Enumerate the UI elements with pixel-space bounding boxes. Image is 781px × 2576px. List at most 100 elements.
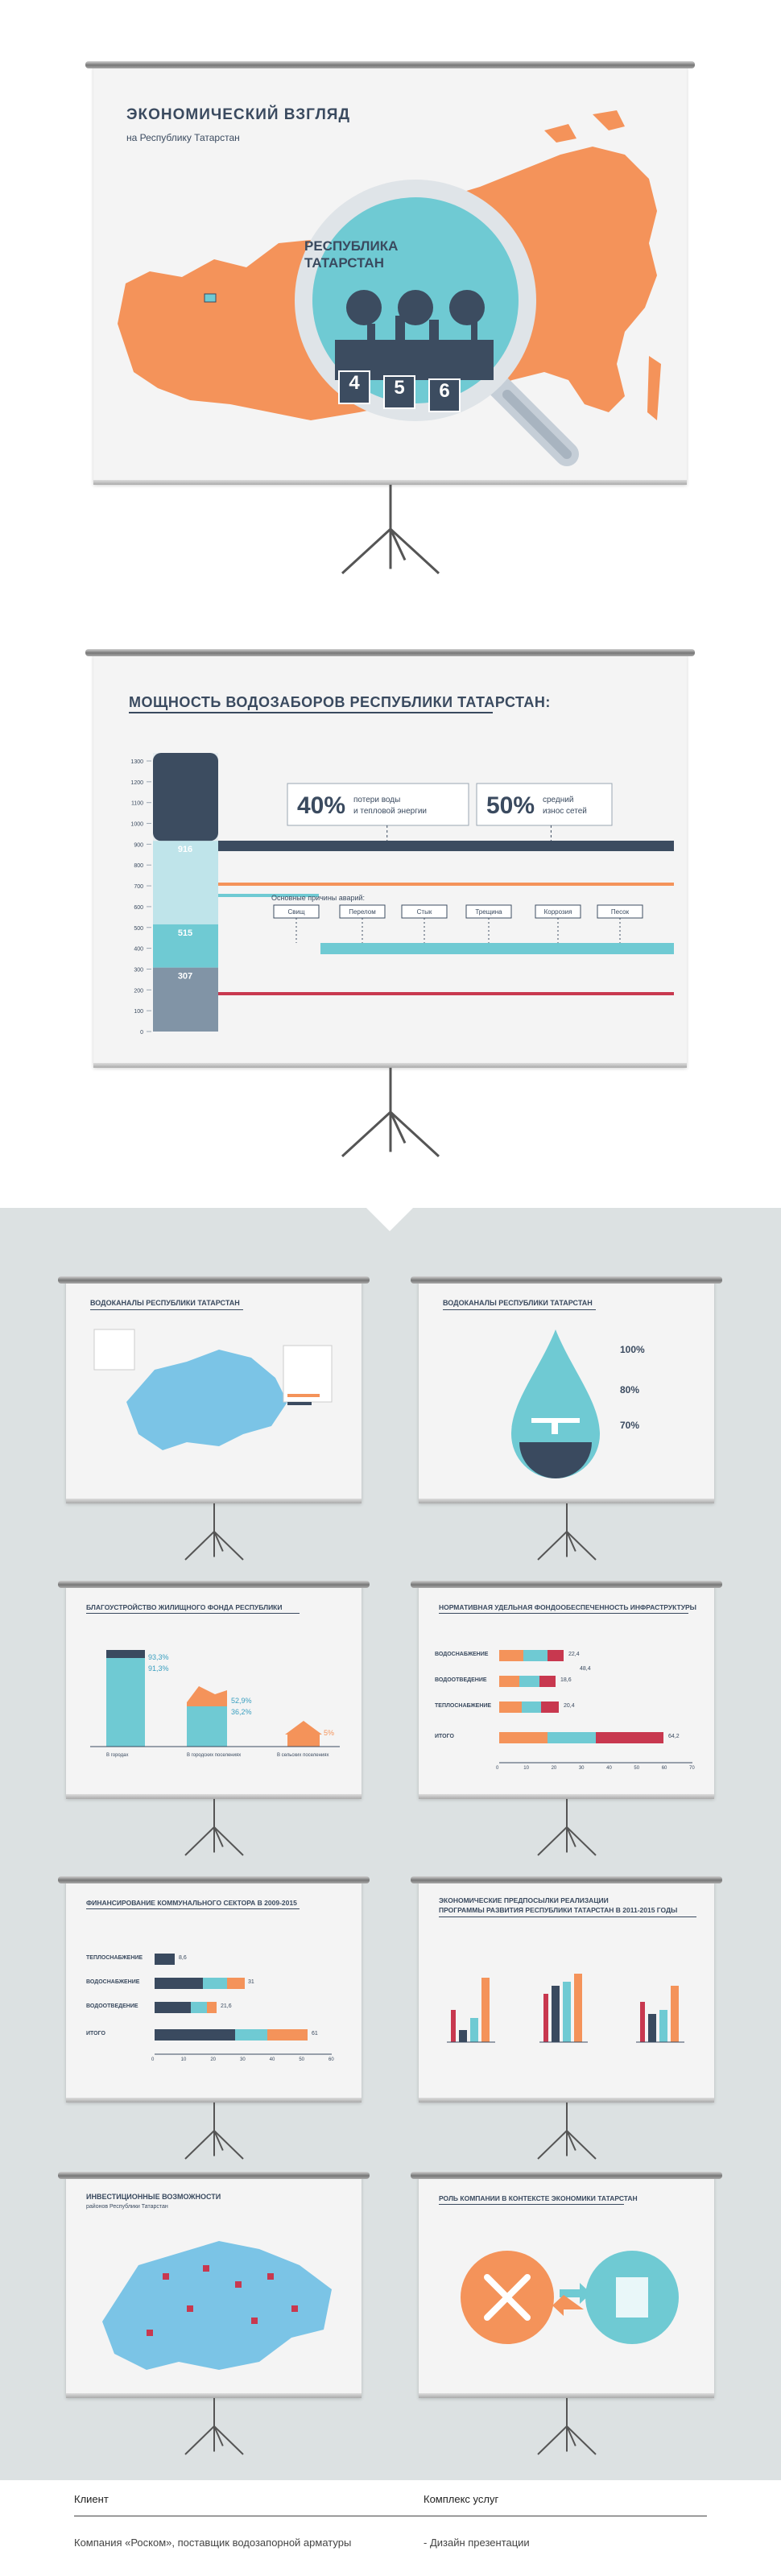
x-tick-label: 20 (551, 1766, 557, 1771)
shape (648, 2014, 656, 2042)
shape (499, 1650, 523, 1661)
screen-roller (58, 1876, 370, 1883)
y-tick-label: 600 (134, 905, 143, 911)
stat-text: и тепловой энергии (353, 807, 427, 816)
level-zone (153, 841, 218, 924)
shape (155, 1954, 175, 1965)
screen: ВОДОКАНАЛЫ РЕСПУБЛИКИ ТАТАРСТАН (66, 1281, 362, 1503)
title-underline (129, 712, 493, 713)
tripod (536, 2103, 597, 2160)
shape (155, 2029, 235, 2041)
shape (155, 2002, 191, 2013)
value-label: 64,2 (668, 1734, 680, 1739)
value-label: 21,6 (221, 2003, 232, 2009)
tripod-leg (536, 2425, 568, 2455)
slide-title: МОЩНОСТЬ ВОДОЗАБОРОВ РЕСПУБЛИКИ ТАТАРСТА… (129, 694, 551, 710)
x-tick-label: 30 (240, 2057, 246, 2062)
shape (470, 2018, 478, 2042)
stat-text: потери воды (353, 796, 400, 804)
screen: ИНВЕСТИЦИОННЫЕ ВОЗМОЖНОСТИ районов Респу… (66, 2177, 362, 2398)
screen: ЭКОНОМИЧЕСКИЕ ПРЕДПОСЫЛКИ РЕАЛИЗАЦИИ ПРОГ… (419, 1881, 714, 2103)
shape (155, 1978, 203, 1989)
tripod-leg (341, 1110, 391, 1158)
screen-roller (411, 1276, 722, 1284)
shape (548, 1650, 564, 1661)
screen-roller (58, 1581, 370, 1588)
x-tick-label: 20 (210, 2057, 217, 2062)
shape (659, 2010, 667, 2042)
y-tick-label: 500 (134, 926, 143, 932)
x-tick-label: 30 (578, 1766, 585, 1771)
screen: ВОДОКАНАЛЫ РЕСПУБЛИКИ ТАТАРСТАН 100% 80%… (419, 1281, 714, 1503)
screen-roller (58, 2172, 370, 2179)
stat-value: 40% (297, 792, 345, 819)
screen-bottom (66, 1794, 362, 1799)
row-label: ИТОГО (435, 1734, 454, 1739)
shape (267, 2029, 308, 2041)
row-label: ВОДОСНАБЖЕНИЕ (435, 1652, 489, 1657)
shape (539, 1676, 556, 1687)
tripod-leg (184, 1826, 215, 1856)
slide-subtitle: на Республику Татарстан (126, 132, 240, 143)
tripod-leg (184, 2425, 215, 2455)
shape (235, 2281, 242, 2288)
slide-title: ИНВЕСТИЦИОННЫЕ ВОЗМОЖНОСТИ (86, 2193, 221, 2201)
slide-title: ВОДОКАНАЛЫ РЕСПУБЛИКИ ТАТАРСТАН (90, 1299, 240, 1307)
category-label: В городах (106, 1753, 129, 1758)
tripod (341, 1068, 440, 1158)
tripod-leg (213, 2425, 224, 2446)
shape (93, 1329, 135, 1371)
tripod-leg (389, 527, 440, 575)
tripod (184, 1799, 244, 1856)
shape (187, 2305, 193, 2312)
cause-label: Стык (417, 908, 432, 916)
tripod-leg (565, 2425, 576, 2446)
stat-value: 50% (486, 792, 535, 819)
value-label: 100% (620, 1344, 645, 1355)
x-tick-label: 40 (606, 1766, 612, 1771)
bars-illustration (155, 1954, 332, 2055)
y-tick-label: 0 (140, 1030, 143, 1036)
x-tick-label: 70 (689, 1766, 695, 1771)
screen-bottom (93, 480, 687, 485)
x-tick-label: 0 (151, 2057, 155, 2062)
title-underline (86, 1613, 300, 1614)
number-box: 5 (383, 375, 415, 409)
stat-text: средний (543, 796, 573, 804)
causes-title: Основные причины аварий: (271, 894, 365, 902)
x-axis: 0 10 20 30 40 50 60 70 (496, 1766, 695, 1774)
shape (191, 2002, 207, 2013)
category-label: В сельских поселениях (277, 1753, 329, 1758)
level-zone (153, 924, 218, 968)
shape (563, 1982, 571, 2042)
pipe (218, 841, 674, 851)
shape (251, 2318, 258, 2324)
value-label: 91,3% (148, 1664, 169, 1673)
stat-text: износ сетей (543, 807, 587, 816)
slide-title: ЭКОНОМИЧЕСКИЙ ВЗГЛЯД (126, 106, 351, 123)
shape (285, 1721, 322, 1735)
y-tick-label: 200 (134, 988, 143, 994)
x-tick-label: 60 (661, 1766, 667, 1771)
footer-text: - Дизайн презентации (424, 2537, 530, 2549)
y-tick-label: 700 (134, 884, 143, 890)
row-label: ТЕПЛОСНАБЖЕНИЕ (435, 1703, 492, 1709)
notch (366, 1207, 414, 1231)
tripod-leg (565, 2425, 597, 2455)
value-label: 93,3% (148, 1653, 169, 1661)
value-label: 52,9% (231, 1697, 252, 1705)
shape (291, 2305, 298, 2312)
y-tick-label: 400 (134, 947, 143, 953)
map-illustration (102, 2241, 332, 2370)
lens-title-line: ТАТАРСТАН (304, 255, 384, 271)
tripod-leg (213, 2425, 244, 2455)
tripod-leg (213, 1826, 244, 1856)
shape (616, 2277, 648, 2318)
shape (459, 2030, 467, 2042)
shape (283, 1345, 333, 1403)
shape (187, 1702, 227, 1747)
title-underline (90, 1309, 243, 1310)
shape (499, 1701, 522, 1713)
slide-title: ВОДОКАНАЛЫ РЕСПУБЛИКИ ТАТАРСТАН (443, 1299, 593, 1307)
